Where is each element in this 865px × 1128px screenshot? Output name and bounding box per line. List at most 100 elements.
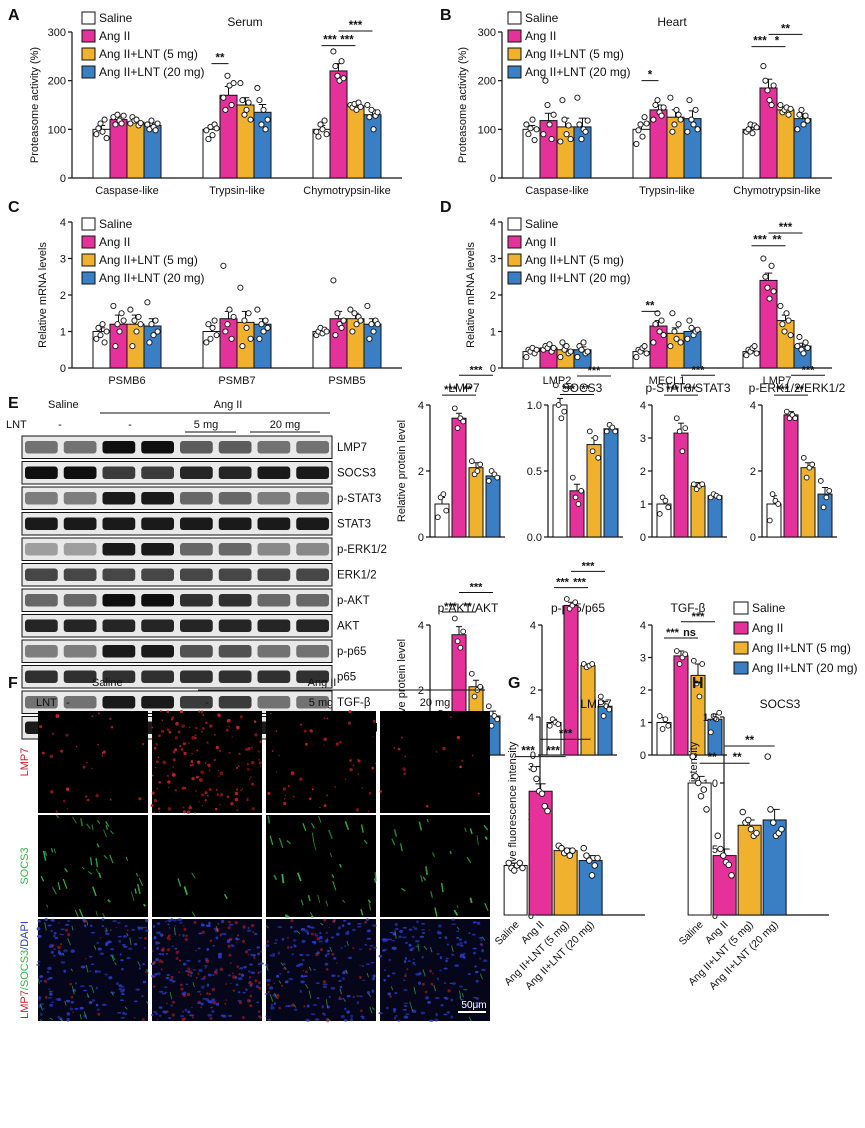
- red-signal: [144, 936, 147, 940]
- data-point: [580, 339, 587, 346]
- nucleus: [145, 929, 149, 932]
- blot-strip: [21, 486, 333, 510]
- data-point: [787, 332, 794, 339]
- nucleus: [264, 1015, 268, 1018]
- nucleus: [466, 1003, 469, 1006]
- green-signal: [278, 980, 282, 984]
- data-point: [798, 106, 805, 113]
- red-signal: [266, 940, 270, 943]
- red-signal: [253, 956, 256, 960]
- nucleus: [243, 966, 247, 969]
- data-point: [347, 306, 354, 313]
- green-signal: [339, 988, 342, 995]
- data-point: [792, 415, 799, 422]
- red-signal: [291, 1003, 295, 1007]
- red-signal: [258, 1015, 262, 1019]
- data-point: [769, 819, 777, 826]
- nucleus: [459, 953, 465, 957]
- significance-label: ns: [683, 627, 696, 639]
- blot-band: [218, 466, 252, 479]
- data-point: [260, 328, 267, 335]
- red-signal: [250, 776, 252, 778]
- micro-tile-lmp7: [266, 711, 376, 813]
- data-point: [652, 101, 659, 109]
- data-point: [778, 825, 785, 833]
- green-signal: [62, 952, 65, 956]
- data-point: [559, 339, 566, 346]
- legend-label: Ang II+LNT (5 mg): [99, 47, 198, 61]
- data-point: [800, 121, 807, 128]
- red-signal: [235, 941, 238, 944]
- green-signal: [146, 968, 149, 974]
- green-signal: [46, 904, 49, 908]
- data-point: [239, 97, 246, 104]
- red-signal: [153, 746, 157, 750]
- nucleus: [259, 962, 264, 965]
- y-tick-label: 0: [530, 750, 536, 762]
- nucleus: [112, 920, 117, 922]
- red-signal: [202, 714, 205, 716]
- row-label-merge: LMP7/SOCS3/DAPI: [19, 921, 31, 1019]
- red-signal: [428, 929, 430, 931]
- red-signal: [110, 725, 114, 729]
- y-tick-label: 0: [640, 750, 646, 762]
- nucleus: [70, 949, 75, 953]
- nucleus: [101, 925, 105, 927]
- nucleus: [63, 969, 67, 973]
- red-signal: [209, 724, 213, 728]
- nucleus: [197, 990, 201, 993]
- nucleus: [287, 970, 290, 974]
- red-signal: [161, 934, 164, 937]
- nucleus: [403, 979, 406, 982]
- nucleus: [60, 933, 65, 936]
- data-point: [516, 859, 524, 867]
- nucleus: [330, 986, 336, 990]
- red-signal: [151, 726, 154, 729]
- red-signal: [197, 1000, 201, 1004]
- data-point: [555, 402, 562, 408]
- data-point: [205, 136, 212, 143]
- data-point: [533, 775, 540, 783]
- bar: [690, 485, 706, 538]
- data-point: [667, 94, 674, 101]
- data-point: [820, 504, 827, 511]
- green-signal: [137, 961, 141, 967]
- data-point: [146, 339, 153, 346]
- red-signal: [308, 797, 312, 800]
- red-signal: [213, 970, 217, 974]
- data-point: [717, 845, 724, 853]
- nucleus: [290, 925, 293, 929]
- nucleus: [101, 1003, 107, 1006]
- nucleus: [337, 926, 342, 930]
- nucleus: [220, 1014, 226, 1017]
- blot-band: [102, 696, 136, 709]
- red-signal: [246, 799, 249, 802]
- red-signal: [180, 748, 184, 751]
- nucleus: [265, 978, 271, 982]
- significance-label: **: [745, 735, 754, 747]
- blot-band: [296, 492, 329, 505]
- green-signal: [169, 991, 173, 1000]
- green-signal: [430, 891, 434, 898]
- data-point: [783, 310, 790, 317]
- data-point: [777, 302, 784, 310]
- nucleus: [285, 1005, 290, 1007]
- data-point: [671, 328, 678, 335]
- red-signal: [109, 929, 112, 932]
- data-point: [578, 136, 585, 143]
- data-point: [700, 786, 708, 793]
- bar: [552, 404, 568, 538]
- red-signal: [253, 720, 257, 723]
- data-point: [351, 310, 358, 317]
- x-category-label: Caspase-like: [525, 185, 589, 197]
- data-point: [787, 105, 794, 112]
- nucleus: [36, 934, 42, 938]
- data-point: [660, 332, 667, 339]
- red-signal: [286, 946, 290, 949]
- nucleus: [444, 936, 448, 940]
- red-signal: [188, 805, 193, 810]
- red-signal: [303, 729, 307, 733]
- data-point: [357, 103, 364, 110]
